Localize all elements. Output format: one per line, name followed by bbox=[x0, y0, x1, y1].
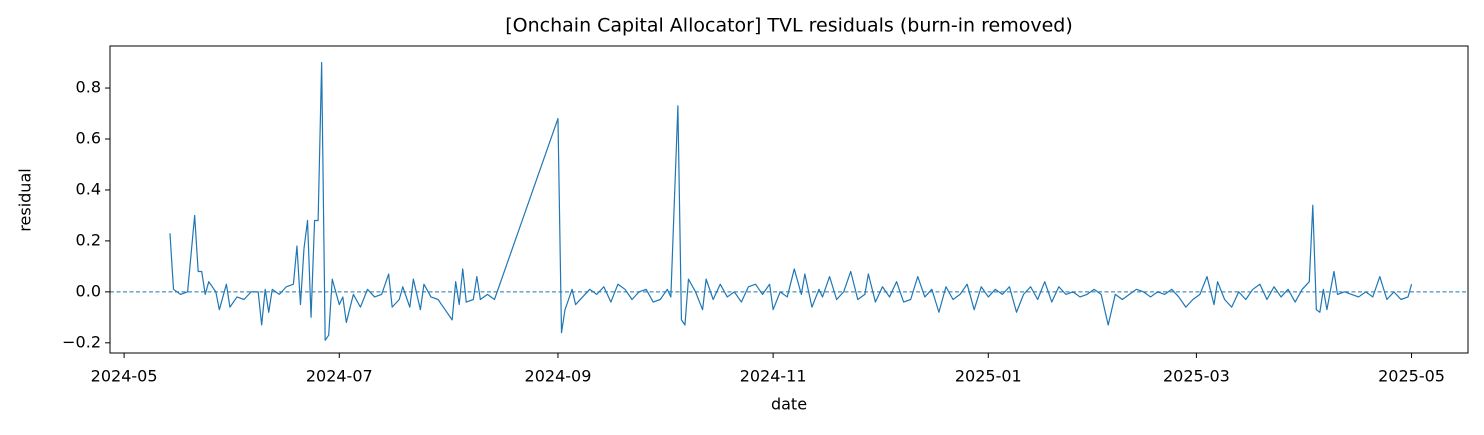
x-tick-label: 2025-05 bbox=[1378, 367, 1445, 386]
y-axis-label: residual bbox=[16, 168, 35, 231]
y-tick-label: 0.4 bbox=[76, 179, 101, 198]
y-tick-label: 0.2 bbox=[76, 230, 101, 249]
x-tick-label: 2025-01 bbox=[955, 367, 1022, 386]
y-tick-label: 0.0 bbox=[76, 281, 101, 300]
x-tick-label: 2024-11 bbox=[740, 367, 807, 386]
x-tick-label: 2024-05 bbox=[91, 367, 158, 386]
data-line bbox=[169, 61, 1413, 341]
x-tick-label: 2024-07 bbox=[306, 367, 373, 386]
x-tick-label: 2025-03 bbox=[1163, 367, 1230, 386]
y-tick-label: 0.6 bbox=[76, 128, 101, 147]
y-tick-label: 0.8 bbox=[76, 78, 101, 97]
x-axis-label: date bbox=[771, 395, 807, 414]
plot-frame bbox=[109, 45, 1469, 354]
x-tick-label: 2024-09 bbox=[525, 367, 592, 386]
y-tick-label: −0.2 bbox=[62, 332, 101, 351]
chart-title: [Onchain Capital Allocator] TVL residual… bbox=[505, 15, 1073, 37]
